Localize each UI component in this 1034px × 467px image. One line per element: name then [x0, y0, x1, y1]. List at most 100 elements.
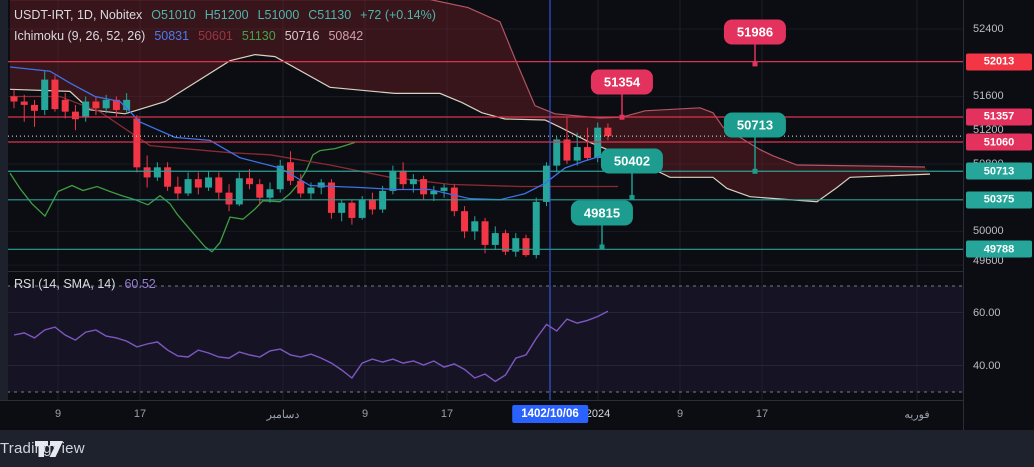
- candle[interactable]: [194, 172, 202, 195]
- candle[interactable]: [164, 162, 172, 191]
- candle[interactable]: [112, 96, 120, 118]
- price-callout-badge[interactable]: 50402: [600, 148, 664, 174]
- candle[interactable]: [215, 172, 223, 200]
- candle[interactable]: [327, 179, 335, 219]
- low-value: L51000: [257, 8, 300, 22]
- price-axis-badge[interactable]: 49788: [966, 240, 1032, 258]
- candle[interactable]: [491, 226, 499, 250]
- rsi-pane[interactable]: [0, 272, 963, 400]
- price-axis[interactable]: 5240051600512005080050000496005201351357…: [963, 0, 1034, 430]
- candle[interactable]: [61, 93, 69, 119]
- candle[interactable]: [235, 172, 243, 207]
- candle[interactable]: [338, 199, 346, 222]
- high-value: H51200: [204, 8, 249, 22]
- rsi-legend[interactable]: RSI (14, SMA, 14) 60.52: [14, 277, 156, 291]
- candle[interactable]: [276, 159, 284, 193]
- candle[interactable]: [184, 172, 192, 196]
- rsi-title[interactable]: RSI (14, SMA, 14): [14, 277, 116, 291]
- candle[interactable]: [348, 199, 356, 225]
- candle-body: [532, 201, 540, 256]
- candle[interactable]: [542, 162, 550, 207]
- candle-body: [164, 167, 172, 187]
- candle-body: [542, 165, 550, 202]
- candle-body: [481, 221, 489, 245]
- symbol-title[interactable]: USDT-IRT, 1D, Nobitex: [14, 8, 143, 22]
- candle-body: [594, 127, 602, 159]
- senkou-span-b-line: [9, 53, 931, 203]
- candle[interactable]: [440, 184, 448, 198]
- close-value: C51130: [308, 8, 352, 22]
- candle-body: [133, 118, 141, 168]
- candle[interactable]: [30, 99, 38, 127]
- candle-body: [420, 179, 428, 195]
- candle[interactable]: [246, 169, 254, 190]
- price-axis-badge[interactable]: 51357: [966, 108, 1032, 126]
- candle-body: [194, 179, 202, 188]
- candle[interactable]: [92, 96, 100, 116]
- ichimoku-legend[interactable]: Ichimoku (9, 26, 52, 26) 50831 50601 511…: [14, 29, 363, 43]
- time-axis[interactable]: 9 17 دسامبر 9 17 2024 9 17 فوریه 1402/10/06: [0, 400, 1034, 431]
- candle[interactable]: [102, 94, 110, 114]
- callout-anchor-dot: [629, 195, 635, 201]
- candle-body: [20, 101, 28, 105]
- candle[interactable]: [368, 192, 376, 215]
- candle[interactable]: [604, 123, 612, 141]
- candle[interactable]: [205, 170, 213, 191]
- time-axis-label: 9: [361, 408, 369, 420]
- price-axis-label: 49600: [973, 254, 1004, 267]
- pane-divider[interactable]: [0, 271, 1034, 272]
- symbol-legend[interactable]: USDT-IRT, 1D, Nobitex O51010 H51200 L510…: [14, 8, 436, 22]
- candle-body: [317, 182, 325, 188]
- senkou-span-a-line: [10, 0, 926, 168]
- candle-body: [276, 165, 284, 190]
- candle[interactable]: [297, 174, 305, 198]
- tradingview-logo-icon[interactable]: [34, 439, 64, 459]
- candle[interactable]: [174, 176, 182, 200]
- price-callout-badge[interactable]: 51986: [723, 19, 787, 45]
- candle-body: [604, 127, 612, 137]
- candle[interactable]: [286, 151, 294, 186]
- price-callout-badge[interactable]: 50713: [723, 112, 787, 138]
- candle[interactable]: [512, 233, 520, 257]
- candle[interactable]: [225, 184, 233, 212]
- candle[interactable]: [420, 175, 428, 200]
- candle[interactable]: [502, 229, 510, 256]
- candle[interactable]: [532, 197, 540, 259]
- ichimoku-title[interactable]: Ichimoku (9, 26, 52, 26): [14, 29, 146, 43]
- price-axis-label: 51200: [973, 124, 1004, 137]
- price-axis-badge[interactable]: 51060: [966, 133, 1032, 151]
- price-callout-badge[interactable]: 51354: [590, 69, 654, 95]
- callout-anchor-dot: [752, 168, 758, 174]
- bottom-toolbar: TradingView: [0, 430, 1034, 467]
- candle[interactable]: [481, 217, 489, 254]
- candle-body: [553, 139, 561, 166]
- candle-body: [41, 79, 49, 110]
- candle[interactable]: [10, 89, 18, 109]
- candle[interactable]: [123, 93, 131, 114]
- left-edge-strip: [0, 0, 8, 430]
- candle[interactable]: [430, 185, 438, 202]
- candle[interactable]: [41, 71, 49, 116]
- price-axis-badge[interactable]: 50713: [966, 162, 1032, 180]
- chart-canvas[interactable]: 51986 51354 50713 50402 49815: [0, 0, 963, 400]
- candle[interactable]: [573, 132, 581, 166]
- price-axis-badge[interactable]: 52013: [966, 53, 1032, 71]
- candle-body: [92, 101, 100, 109]
- candle[interactable]: [133, 115, 141, 173]
- candle-body: [522, 238, 530, 256]
- price-callout-badge[interactable]: 49815: [570, 200, 634, 226]
- time-axis-label: دسامبر: [266, 409, 300, 421]
- price-axis-badge[interactable]: 50375: [966, 191, 1032, 209]
- candle[interactable]: [471, 216, 479, 240]
- candle[interactable]: [461, 206, 469, 239]
- candle[interactable]: [553, 136, 561, 173]
- candle[interactable]: [20, 94, 28, 122]
- candle[interactable]: [563, 117, 571, 164]
- candle[interactable]: [317, 179, 325, 195]
- candle-body: [205, 177, 213, 188]
- candle[interactable]: [583, 127, 591, 160]
- time-axis-label: 17: [755, 408, 769, 420]
- candle[interactable]: [399, 162, 407, 190]
- candle[interactable]: [522, 234, 530, 257]
- candle[interactable]: [51, 75, 59, 112]
